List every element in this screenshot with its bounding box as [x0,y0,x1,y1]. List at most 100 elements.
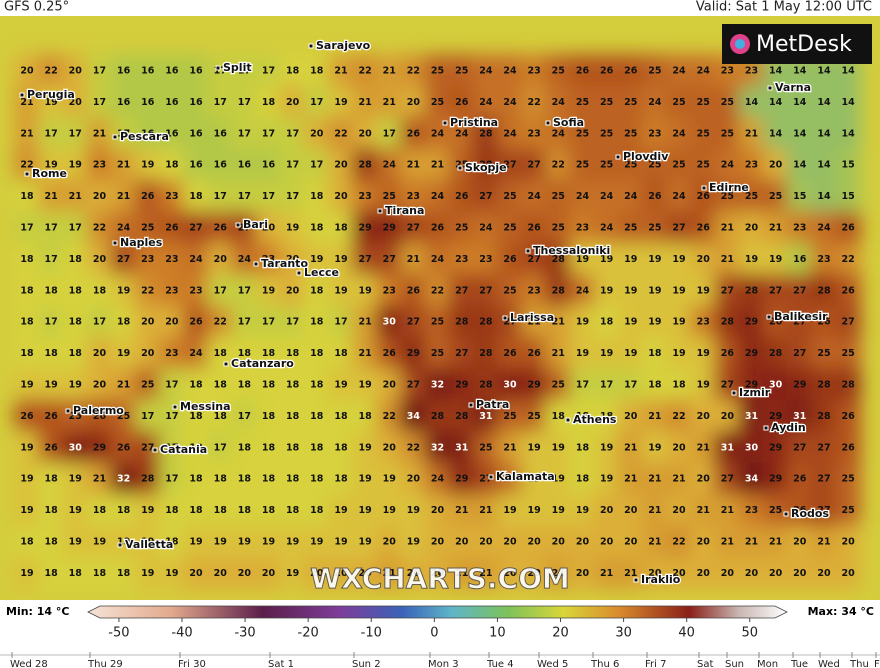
temperature-value: 20 [93,348,107,359]
temperature-cell [158,54,185,88]
temperature-cell [327,148,355,182]
temperature-value: 26 [93,411,107,422]
temperature-value: 19 [310,254,323,265]
temperature-cell [158,336,185,371]
temperature-cell [496,54,524,88]
temperature-cell [690,462,717,496]
temperature-value: 26 [165,223,179,234]
temperature-cell [424,556,451,591]
colorbar-tick-label: -50 [108,626,129,641]
temperature-cell [231,117,258,151]
temperature-value: 20 [310,568,324,579]
temperature-value: 20 [262,223,276,234]
temperature-value: 24 [238,254,252,265]
temperature-value: 28 [479,160,493,171]
city-marker [117,542,123,548]
temperature-value: 28 [721,317,735,328]
temperature-value: 19 [600,285,613,296]
temperature-value: 27 [479,474,492,485]
temperature-cell [303,274,330,308]
temperature-value: 19 [624,254,637,265]
city-label: Naples [120,236,163,249]
temperature-cell [641,148,668,182]
temperature-cell [424,54,451,88]
temperature-value: 25 [745,191,758,202]
temperature-value: 21 [20,128,33,139]
temperature-value: 14 [745,97,759,108]
temperature-value: 20 [697,254,711,265]
temperature-cell [665,525,693,559]
temperature-value: 20 [69,97,83,108]
temperature-cell [279,117,306,151]
temperature-cell [521,525,548,559]
temperature-cell [303,431,330,465]
temperature-cell [327,399,355,434]
temperature-value: 26 [841,285,855,296]
temperature-value: 25 [528,411,541,422]
temperature-value: 28 [479,380,493,391]
temperature-cell [62,493,89,528]
temperature-cell [617,179,644,214]
temperature-cell [786,117,813,151]
temperature-value: 17 [310,160,323,171]
temperature-value: 25 [503,285,516,296]
temperature-value: 20 [697,474,711,485]
temperature-value: 17 [334,317,347,328]
temperature-cell [617,556,644,591]
city-marker [457,165,463,171]
temperature-cell [86,117,113,151]
temperature-cell [400,399,427,434]
temperature-cell [545,493,572,528]
temperature-value: 19 [69,537,82,548]
temperature-cell [569,336,596,371]
temperature-value: 20 [93,380,107,391]
city-marker [112,240,118,246]
temperature-cell [279,431,306,465]
temperature-cell [569,525,596,559]
temperature-cell [255,336,282,371]
temperature-value: 18 [93,285,107,296]
temperature-cell [255,525,282,559]
temperature-cell [231,211,258,245]
temperature-value: 21 [648,505,661,516]
temperature-cell [810,368,838,402]
temperature-cell [38,148,65,182]
temperature-cell [641,399,668,434]
temperature-value: 19 [648,317,661,328]
temperature-value: 16 [189,160,203,171]
temperature-value: 19 [576,348,589,359]
city-marker [65,408,71,414]
temperature-value: 32 [117,474,130,485]
temperature-value: 19 [624,317,637,328]
temperature-value: 20 [624,537,638,548]
temperature-value: 29 [358,223,371,234]
temperature-value: 22 [431,285,444,296]
temperature-cell [207,462,234,496]
temperature-value: 27 [238,223,251,234]
temperature-cell [303,242,330,277]
temperature-cell [158,179,185,214]
temperature-cell [835,305,862,339]
temperature-value: 32 [431,442,444,453]
temperature-cell [424,274,451,308]
temperature-cell [690,54,717,88]
temperature-value: 25 [117,411,130,422]
temperature-value: 18 [69,317,83,328]
temperature-value: 30 [503,380,517,391]
timeline-label: Sun [725,659,744,668]
temperature-value: 23 [817,254,830,265]
temperature-cell [810,336,838,371]
temperature-cell [569,117,596,151]
temperature-value: 19 [45,97,58,108]
temperature-value: 22 [214,317,227,328]
temperature-value: 26 [45,442,59,453]
temperature-value: 21 [648,537,661,548]
temperature-value: 27 [721,380,734,391]
temperature-value: 21 [600,568,613,579]
temperature-cell [714,274,741,308]
temperature-cell [376,462,403,496]
temperature-cell [617,242,644,277]
temperature-cell [810,179,838,214]
city-label: Pescara [120,130,169,143]
